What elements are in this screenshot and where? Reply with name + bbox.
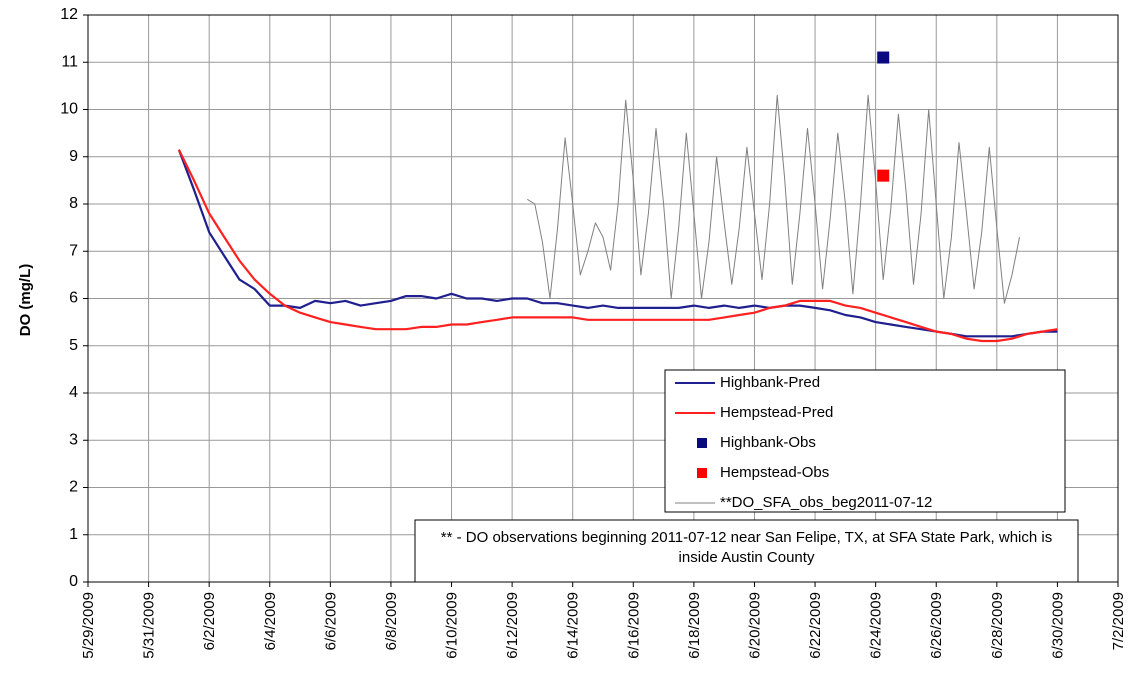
x-tick-label: 6/26/2009: [928, 592, 945, 659]
legend-label: **DO_SFA_obs_beg2011-07-12: [720, 494, 932, 511]
x-tick-label: 6/8/2009: [383, 592, 400, 650]
x-tick-label: 6/24/2009: [868, 592, 885, 659]
obs-marker: [877, 169, 890, 182]
x-tick-label: 7/2/2009: [1110, 592, 1127, 650]
x-tick-label: 6/16/2009: [625, 592, 642, 659]
x-tick-label: 6/6/2009: [322, 592, 339, 650]
x-tick-label: 6/30/2009: [1049, 592, 1066, 659]
legend: Highbank-Pred Hempstead-Pred Highbank-Obs H…: [664, 369, 1066, 513]
x-tick-label: 6/28/2009: [989, 592, 1006, 659]
annotation-text: ** - DO observations beginning 2011-07-1…: [440, 529, 1053, 566]
y-tick-label: 8: [69, 195, 78, 212]
annotation-box: [414, 519, 1079, 583]
legend-label: Hempstead-Pred: [720, 404, 833, 421]
x-tick-label: 6/14/2009: [565, 592, 582, 659]
series-line: [527, 94, 1020, 304]
x-tick-label: 6/18/2009: [686, 592, 703, 659]
x-tick-label: 5/31/2009: [141, 592, 158, 659]
y-tick-label: 2: [69, 479, 78, 496]
legend-swatch: [697, 438, 707, 448]
x-tick-label: 6/10/2009: [444, 592, 461, 659]
series-line: [177, 149, 1058, 343]
legend-swatch: [697, 468, 707, 478]
x-tick-label: 5/29/2009: [80, 592, 97, 659]
y-tick-label: 10: [60, 101, 78, 118]
x-tick-label: 6/2/2009: [201, 592, 218, 650]
legend-label: Highbank-Pred: [720, 374, 820, 391]
obs-marker: [877, 51, 890, 64]
annotation: ** - DO observations beginning 2011-07-1…: [440, 529, 1053, 566]
series-line: [177, 149, 1058, 338]
y-tick-label: 5: [69, 337, 78, 354]
y-tick-label: 7: [69, 242, 78, 259]
x-tick-label: 6/20/2009: [746, 592, 763, 659]
y-tick-label: 9: [69, 148, 78, 165]
legend-label: Highbank-Obs: [720, 434, 816, 451]
legend-box: [664, 369, 1066, 513]
legend-label: Hempstead-Obs: [720, 464, 829, 481]
x-tick-label: 6/4/2009: [262, 592, 279, 650]
y-tick-label: 1: [69, 526, 78, 543]
y-tick-label: 4: [69, 384, 78, 401]
y-tick-label: 12: [60, 6, 78, 23]
x-tick-label: 6/22/2009: [807, 592, 824, 659]
y-axis-label: DO (mg/L): [17, 264, 34, 337]
y-tick-label: 0: [69, 573, 78, 590]
y-tick-label: 11: [61, 53, 78, 70]
x-tick-label: 6/12/2009: [504, 592, 521, 659]
y-tick-label: 3: [69, 431, 78, 448]
y-tick-label: 6: [69, 290, 78, 307]
